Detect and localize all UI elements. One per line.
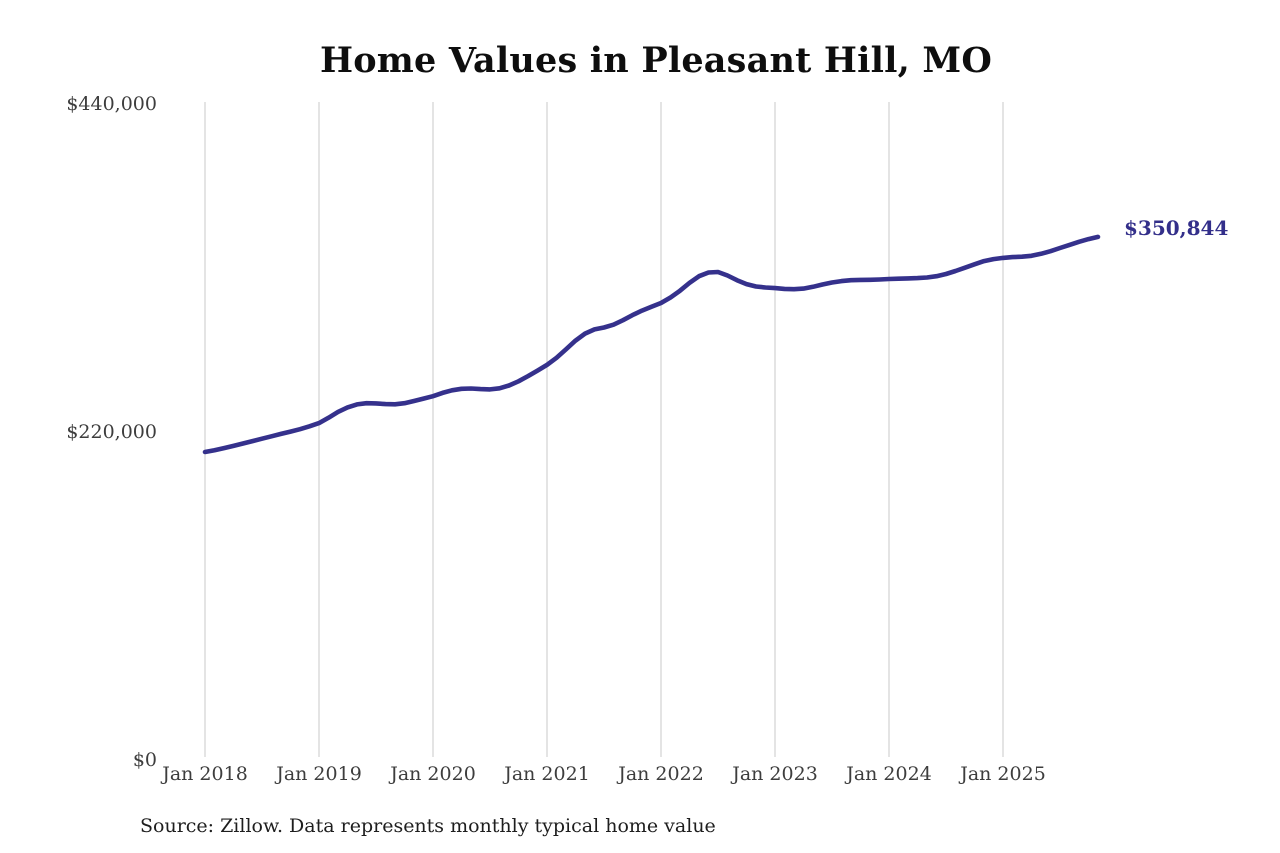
- y-axis-tick-label: $440,000: [66, 93, 157, 115]
- gridlines-group: [204, 102, 1004, 757]
- latest-value-label: $350,844: [1124, 215, 1229, 240]
- x-axis-tick-label: Jan 2023: [732, 763, 818, 785]
- x-axis-tick-label: Jan 2019: [276, 763, 362, 785]
- x-axis-tick-label: Jan 2020: [390, 763, 476, 785]
- x-axis-tick-label: Jan 2018: [162, 763, 248, 785]
- home-value-line: [202, 234, 1101, 455]
- x-axis-tick-label: Jan 2024: [846, 763, 932, 785]
- source-note: Source: Zillow. Data represents monthly …: [140, 815, 716, 837]
- y-axis-tick-label: $0: [132, 749, 157, 771]
- y-axis-tick-label: $220,000: [66, 421, 157, 443]
- x-axis-tick-label: Jan 2025: [960, 763, 1046, 785]
- chart-title: Home Values in Pleasant Hill, MO: [319, 40, 993, 81]
- x-axis-tick-label: Jan 2022: [618, 763, 704, 785]
- x-axis-tick-label: Jan 2021: [504, 763, 590, 785]
